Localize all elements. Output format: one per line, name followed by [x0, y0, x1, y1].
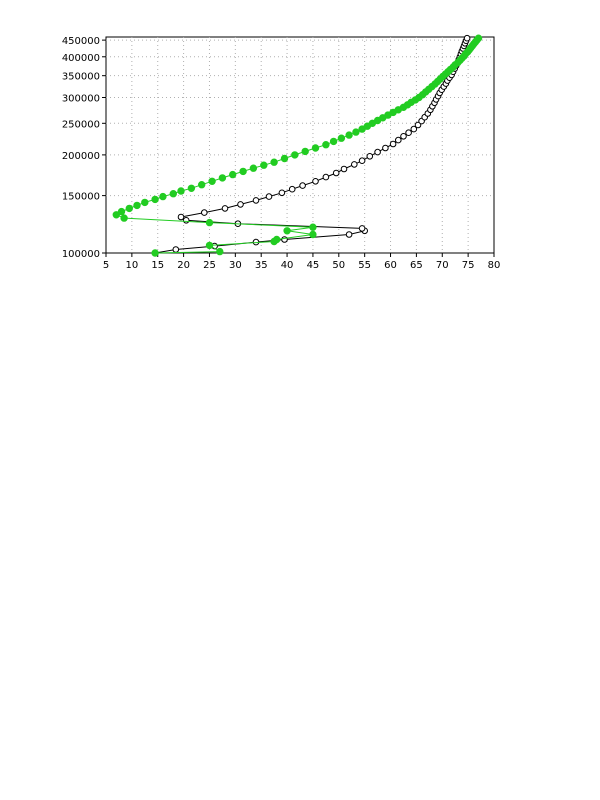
x-tick-label: 65: [410, 260, 423, 271]
data-point: [332, 169, 340, 177]
data-point: [201, 209, 208, 216]
x-tick-label: 5: [103, 260, 109, 271]
data-point: [278, 189, 286, 197]
x-tick-label: 55: [358, 260, 371, 271]
data-point: [283, 227, 291, 235]
data-point: [309, 223, 317, 231]
x-tick-label: 10: [125, 260, 138, 271]
data-point: [221, 205, 229, 212]
data-point: [309, 230, 317, 239]
data-point: [141, 198, 149, 207]
data-point: [337, 134, 346, 142]
series-2: [112, 34, 483, 257]
data-point: [159, 192, 167, 201]
data-point: [291, 151, 299, 159]
y-tick-label: 300000: [62, 94, 100, 105]
data-point: [177, 187, 185, 195]
x-tick-label: 40: [281, 260, 294, 271]
data-point: [329, 137, 338, 146]
data-point: [182, 217, 190, 224]
data-point: [117, 207, 126, 216]
data-point: [358, 225, 366, 232]
data-point: [205, 241, 214, 250]
data-point: [312, 178, 319, 185]
data-point: [400, 133, 407, 140]
data-point: [208, 177, 216, 186]
y-tick-label: 150000: [62, 192, 100, 203]
data-point: [205, 218, 214, 227]
data-point: [389, 140, 397, 148]
data-point: [273, 235, 281, 244]
y-tick-label: 250000: [62, 119, 100, 130]
x-tick-label: 15: [151, 260, 164, 271]
data-point: [405, 129, 412, 136]
data-point: [151, 249, 159, 257]
data-point: [239, 167, 247, 176]
series-layer: [112, 34, 483, 257]
x-tick-label: 35: [255, 260, 268, 271]
x-tick-label: 45: [307, 260, 320, 271]
series-line: [115, 37, 479, 254]
x-tick-label: 50: [332, 260, 345, 271]
data-point: [112, 211, 121, 219]
data-point: [374, 148, 381, 156]
data-point: [352, 128, 360, 136]
x-tick-label: 60: [384, 260, 397, 271]
data-point: [151, 195, 159, 204]
data-point: [218, 174, 227, 182]
data-point: [340, 165, 348, 173]
data-point: [474, 34, 483, 42]
data-point: [351, 161, 358, 168]
data-point: [133, 201, 141, 210]
series-1: [151, 34, 471, 257]
y-tick-label: 350000: [62, 72, 100, 83]
x-tick-label: 70: [436, 260, 449, 271]
data-point: [216, 247, 224, 256]
data-point: [260, 161, 268, 169]
data-point: [366, 153, 374, 160]
data-point: [410, 125, 418, 133]
data-point: [288, 185, 296, 193]
y-tick-label: 450000: [62, 36, 100, 47]
data-point: [281, 236, 288, 243]
data-point: [265, 193, 273, 200]
data-point: [252, 197, 260, 204]
y-tick-label: 100000: [62, 249, 100, 260]
data-point: [270, 158, 278, 166]
data-point: [395, 136, 402, 144]
data-point: [169, 190, 178, 198]
data-point: [463, 34, 471, 42]
data-point: [120, 214, 128, 222]
x-tick-label: 75: [462, 260, 475, 271]
data-point: [177, 213, 185, 221]
data-point: [358, 157, 366, 164]
y-tick-label: 400000: [62, 53, 100, 64]
data-point: [322, 173, 330, 181]
data-point: [125, 204, 134, 213]
data-point: [237, 201, 244, 208]
data-point: [301, 147, 309, 156]
axes: 5 10 15 20 25 30 35 40 45 50 55 60 65 70 75 80 100000 150…: [62, 36, 501, 271]
data-point: [187, 184, 196, 193]
data-point: [198, 181, 206, 189]
data-point: [345, 231, 353, 238]
y-tick-label: 200000: [62, 151, 100, 162]
data-point: [345, 131, 353, 139]
plot-frame: [105, 36, 495, 254]
data-point: [322, 141, 330, 149]
x-tick-label: 30: [229, 260, 242, 271]
data-point: [172, 246, 180, 253]
x-tick-label: 80: [488, 260, 501, 271]
data-point: [280, 154, 289, 163]
x-tick-label: 20: [177, 260, 190, 271]
x-tick-label: 25: [203, 260, 216, 271]
data-point: [299, 182, 306, 189]
data-point: [382, 144, 389, 152]
series-line: [155, 38, 468, 254]
data-point: [249, 164, 258, 172]
data-point: [414, 121, 422, 129]
data-point: [311, 144, 320, 152]
data-point: [229, 170, 237, 179]
